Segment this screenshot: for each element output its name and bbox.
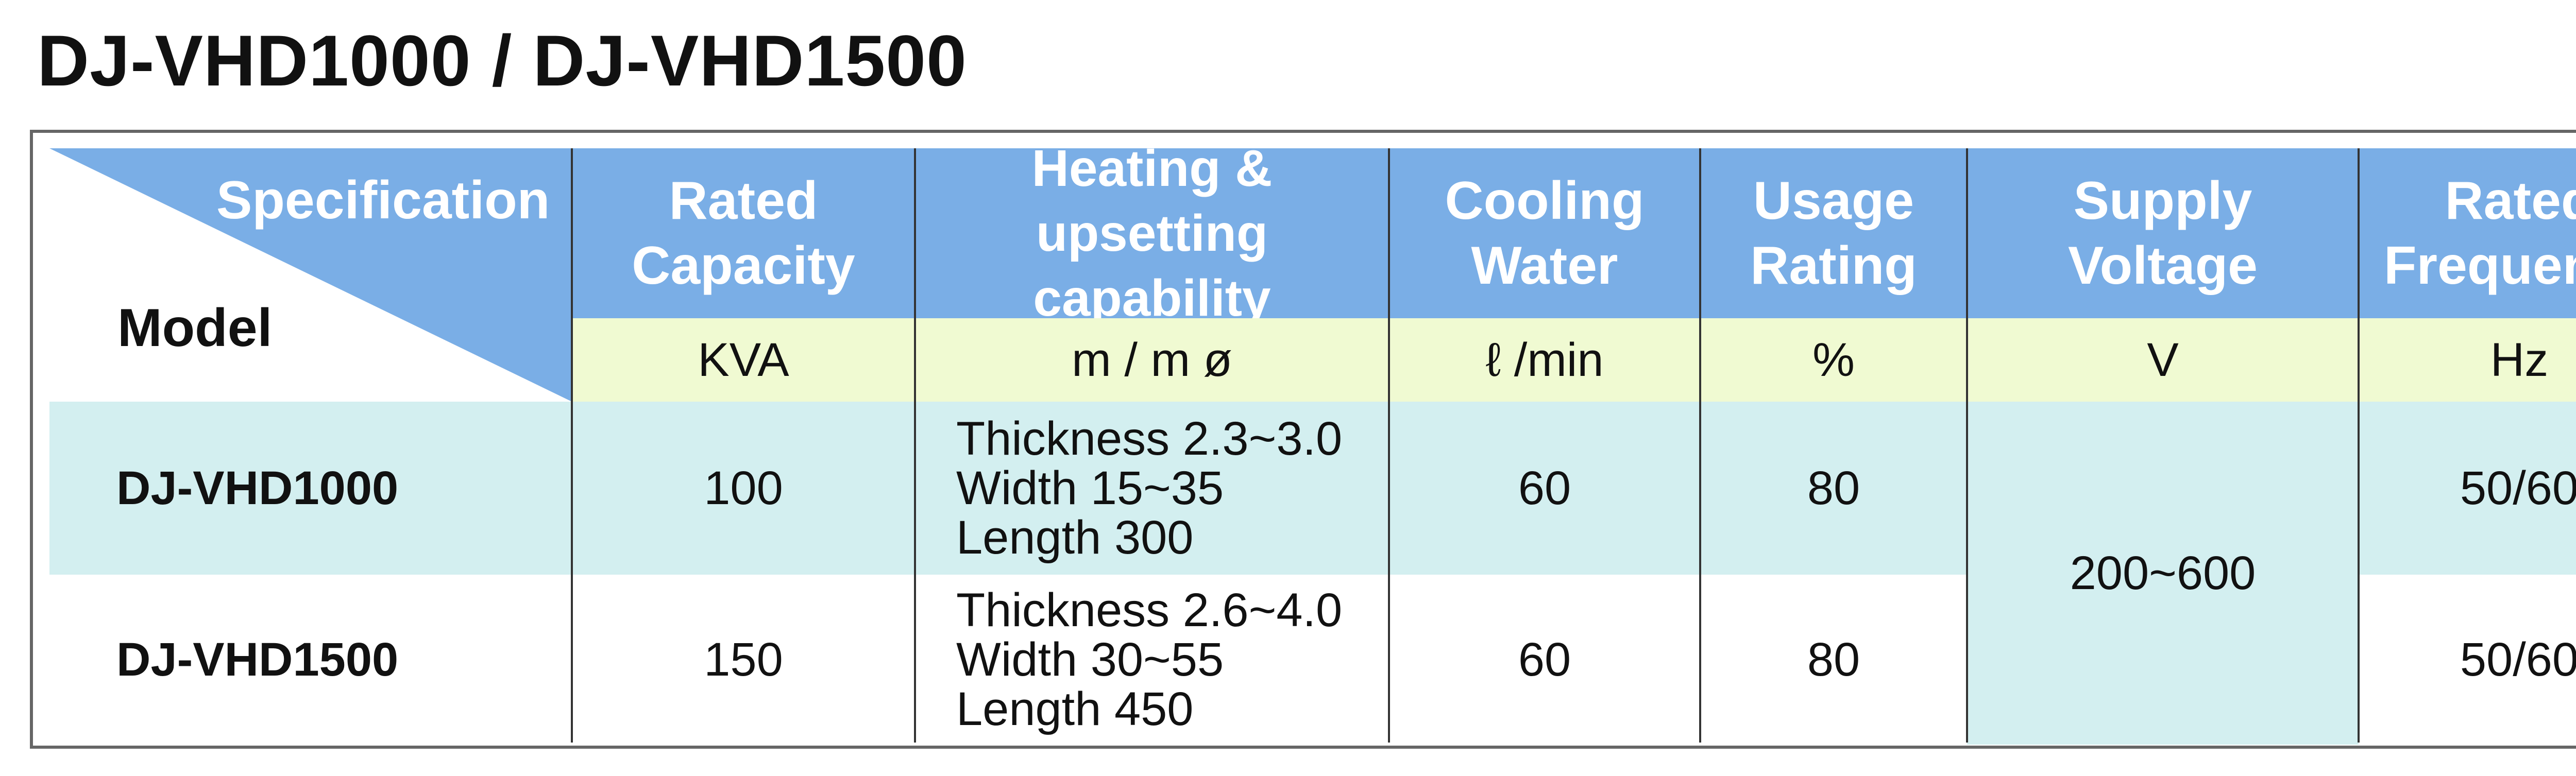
corner-header-diagonal: [49, 148, 572, 402]
row-2-frequency: 50/60: [2359, 575, 2576, 745]
grid-line: [1966, 148, 1968, 743]
row-1-usage: 80: [1700, 402, 1967, 575]
row-1-frequency: 50/60: [2359, 402, 2576, 575]
corner-model-label: Model: [117, 298, 273, 358]
row-2-model: DJ-VHD1500: [49, 575, 572, 745]
grid-line: [1699, 148, 1701, 743]
corner-spec-label: Specification: [216, 170, 550, 230]
row-2-cooling: 60: [1389, 575, 1700, 745]
row-2-capacity: 150: [572, 575, 915, 745]
header-rated-frequency: RatedFrequency: [2359, 148, 2576, 318]
unit-hertz: Hz: [2359, 318, 2576, 402]
header-cooling-water: Cooling Water: [1389, 148, 1700, 318]
grid-line: [571, 148, 573, 743]
grid-line: [2358, 148, 2360, 743]
unit-volt: V: [1967, 318, 2359, 402]
header-heating-upsetting: Heating & upsetting capability: [915, 140, 1389, 327]
unit-liters-per-min: ℓ /min: [1389, 318, 1700, 402]
supply-voltage-merged: 200~600: [1967, 402, 2359, 745]
grid-line: [1388, 148, 1390, 743]
unit-percent: %: [1700, 318, 1967, 402]
spec-table-frame: [30, 130, 2576, 749]
header-supply-voltage: Supply Voltage: [1967, 148, 2359, 318]
row-2-heating: Thickness 2.6~4.0 Width 30~55 Length 450: [915, 575, 1389, 745]
row-1-capacity: 100: [572, 402, 915, 575]
row-1-model: DJ-VHD1000: [49, 402, 572, 575]
header-usage-rating: Usage Rating: [1700, 148, 1967, 318]
page-title: DJ-VHD1000 / DJ-VHD1500: [37, 20, 967, 101]
unit-kva: KVA: [572, 318, 915, 402]
row-1-cooling: 60: [1389, 402, 1700, 575]
header-rated-capacity: Rated Capacity: [572, 148, 915, 318]
grid-line: [914, 148, 916, 743]
row-1-heating: Thickness 2.3~3.0 Width 15~35 Length 300: [915, 402, 1389, 575]
unit-mm: m / m ø: [915, 318, 1389, 402]
row-2-usage: 80: [1700, 575, 1967, 745]
